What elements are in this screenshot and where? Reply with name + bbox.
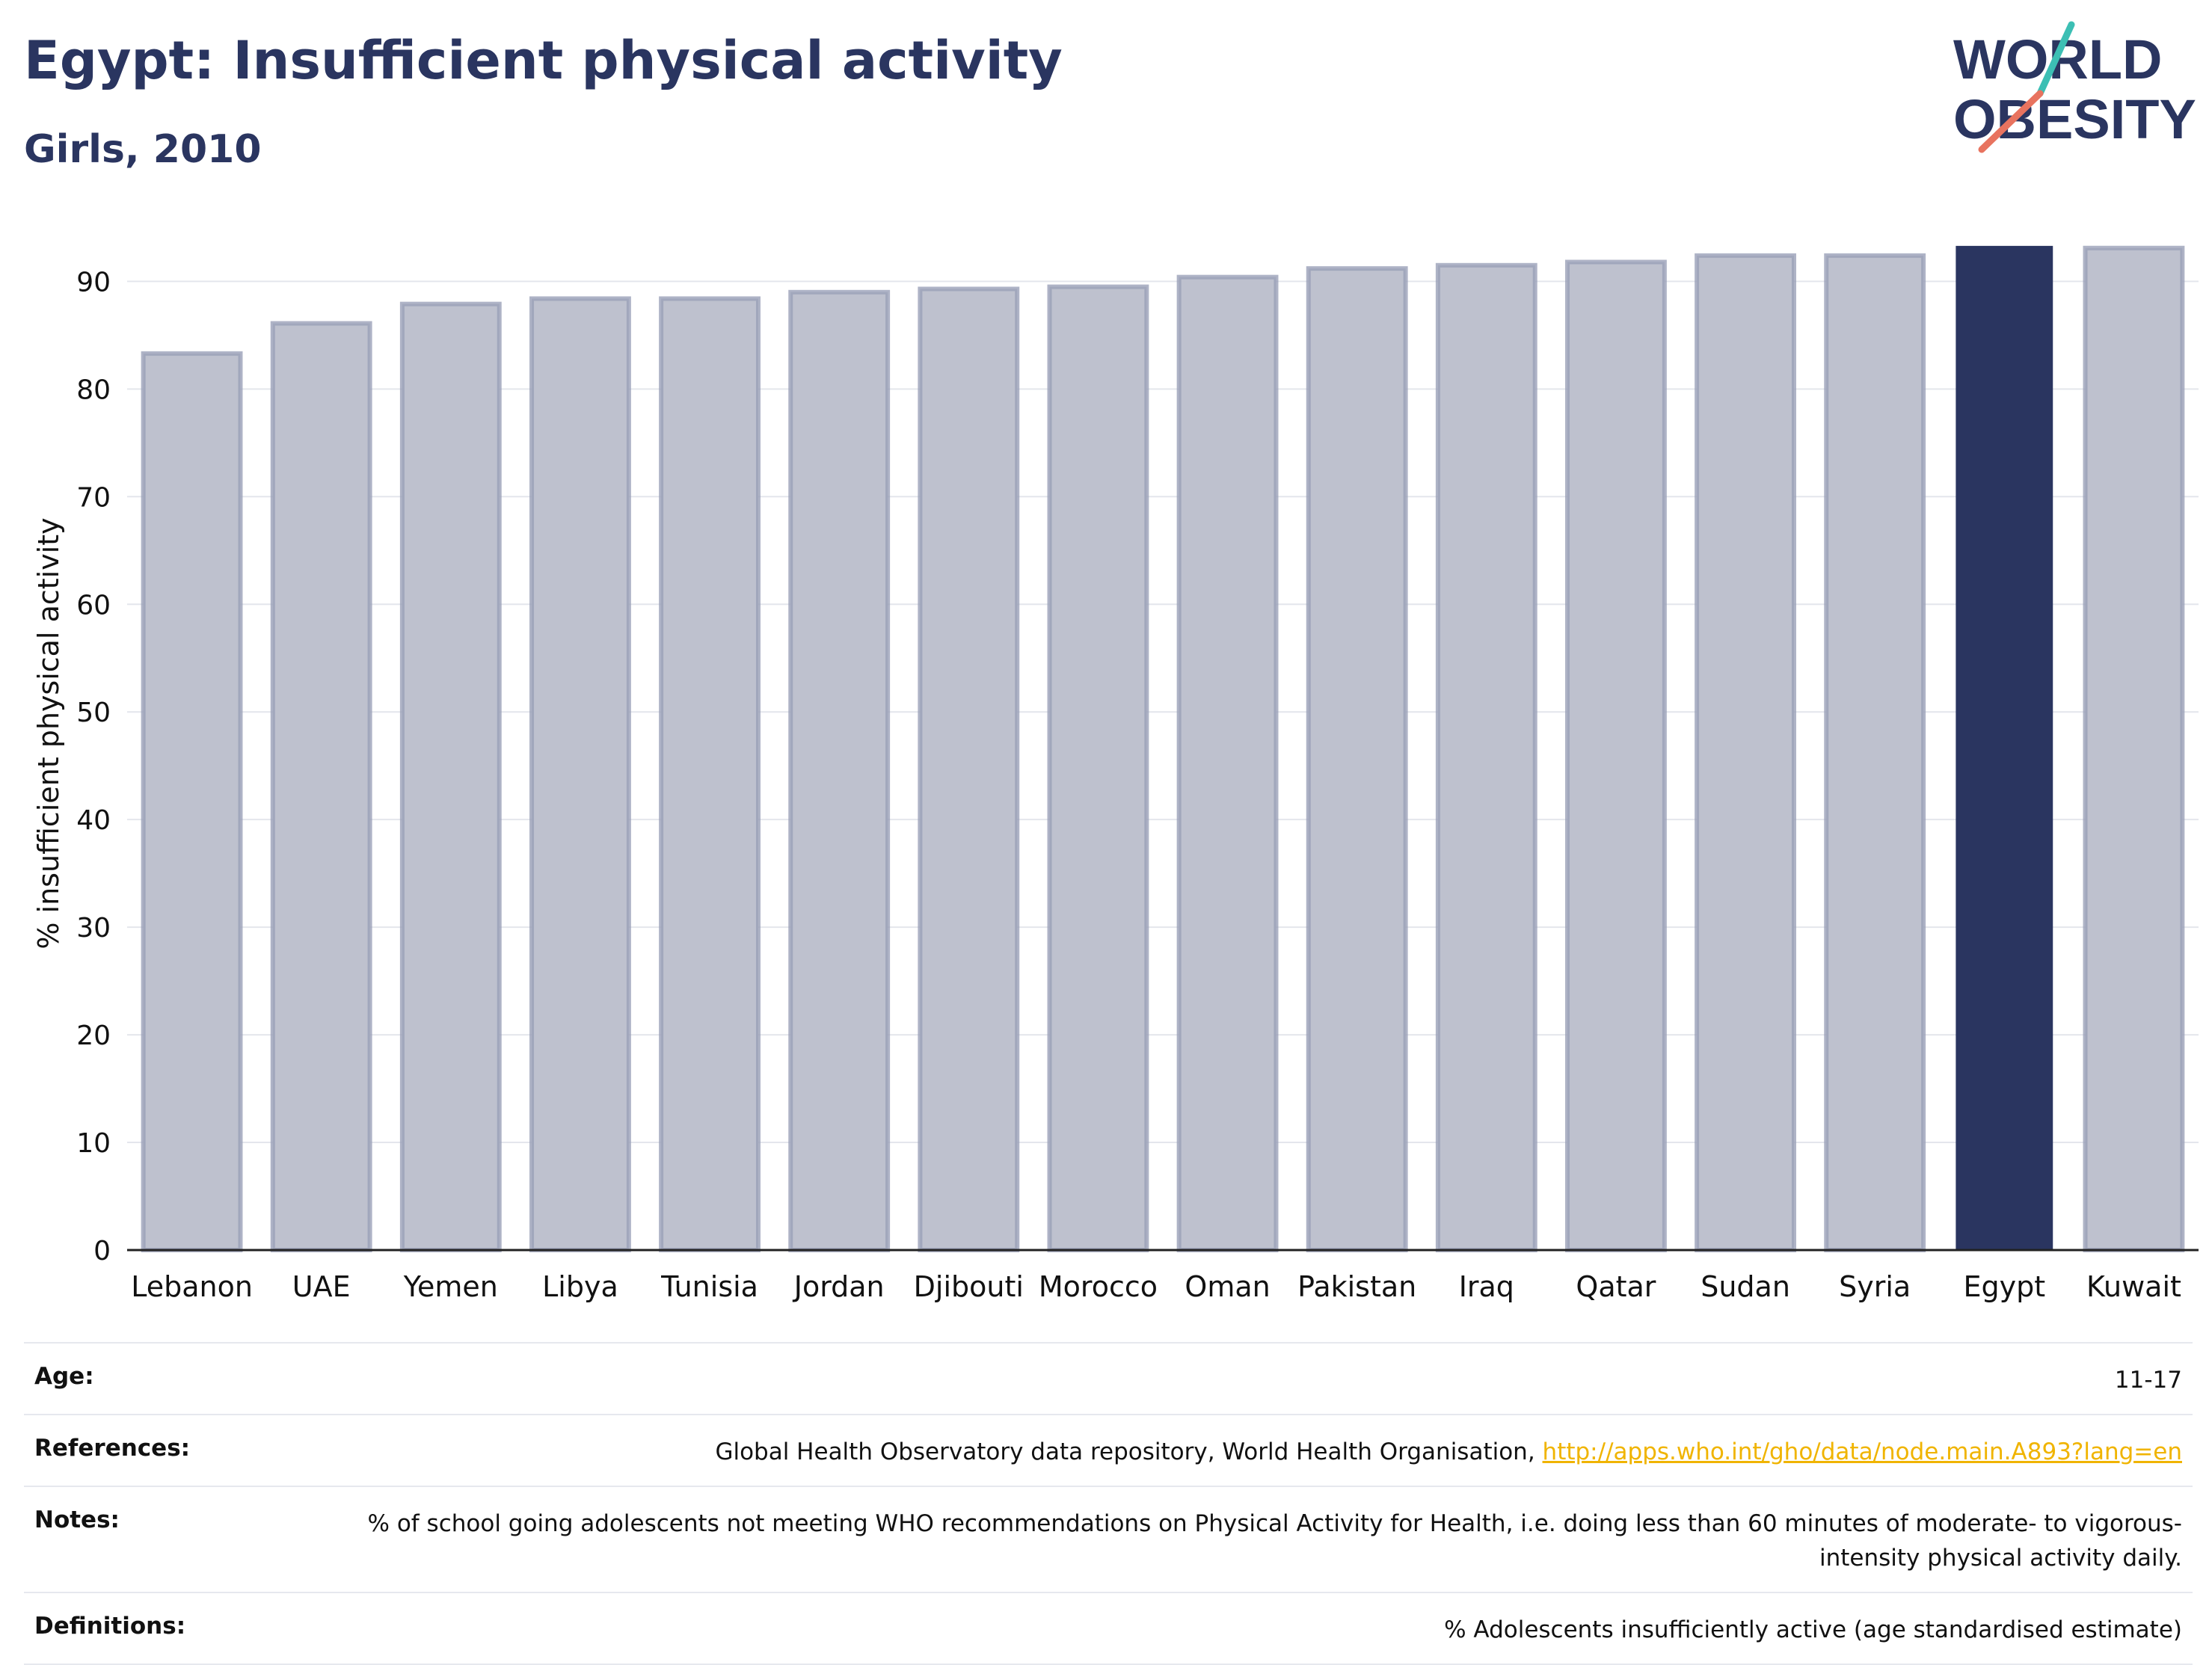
- info-value: % Adolescents insufficiently active (age…: [1444, 1616, 2182, 1643]
- info-row-references: References: Global Health Observatory da…: [24, 1414, 2193, 1486]
- x-tick-label: Sudan: [1701, 1270, 1790, 1303]
- bar-morocco: [1047, 284, 1149, 1253]
- world-obesity-logo: WORLD OBESITY: [1953, 21, 2196, 153]
- info-value: % of school going adolescents not meetin…: [367, 1510, 2182, 1572]
- info-label: Age:: [34, 1363, 94, 1390]
- info-value-references: Global Health Observatory data repositor…: [715, 1435, 2182, 1469]
- info-row-definitions: Definitions: % Adolescents insufficientl…: [24, 1592, 2193, 1665]
- bars: [141, 245, 2185, 1253]
- reference-text: Global Health Observatory data repositor…: [715, 1438, 1543, 1465]
- x-tick-label: Iraq: [1459, 1270, 1514, 1303]
- bar-libya: [529, 296, 631, 1252]
- info-table: Age: 11-17 References: Global Health Obs…: [24, 1342, 2193, 1665]
- x-tick-label: Syria: [1839, 1270, 1911, 1303]
- bar-pakistan: [1306, 266, 1408, 1253]
- y-tick-label: 60: [76, 590, 111, 621]
- x-tick-label: Tunisia: [660, 1270, 758, 1303]
- x-tick-label: Pakistan: [1297, 1270, 1416, 1303]
- bar-chart: 0 10 20 30 40 50 60 70 80 90 Lebanon UAE Yemen Libya T…: [32, 245, 2199, 1303]
- x-tick-label: Yemen: [403, 1270, 498, 1303]
- bar-syria: [1824, 253, 1926, 1253]
- x-tick-label: Oman: [1185, 1270, 1270, 1303]
- y-axis-label: % insufficient physical activity: [32, 517, 65, 949]
- bar-yemen: [399, 301, 502, 1253]
- x-tick-label: Djibouti: [914, 1270, 1024, 1303]
- info-row-age: Age: 11-17: [24, 1342, 2193, 1414]
- x-tick-label: Kuwait: [2086, 1270, 2181, 1303]
- bar-lebanon: [141, 351, 243, 1253]
- bar-djibouti: [918, 286, 1020, 1253]
- axes: 0 10 20 30 40 50 60 70 80 90 Lebanon UAE Yemen Libya T…: [76, 267, 2199, 1303]
- x-tick-label: Libya: [542, 1270, 618, 1303]
- info-label: Notes:: [34, 1506, 120, 1533]
- x-tick-label: Morocco: [1039, 1270, 1158, 1303]
- bar-kuwait: [2083, 245, 2185, 1252]
- y-tick-label: 10: [76, 1128, 111, 1159]
- bar-sudan: [1695, 253, 1796, 1253]
- x-tick-label: Egypt: [1963, 1270, 2045, 1303]
- x-tick-label: Jordan: [793, 1270, 885, 1303]
- y-tick-label: 0: [93, 1236, 111, 1267]
- bar-iraq: [1435, 262, 1537, 1252]
- bar-qatar: [1565, 259, 1667, 1252]
- reference-link[interactable]: http://apps.who.int/gho/data/node.main.A…: [1542, 1438, 2182, 1465]
- x-tick-label: UAE: [292, 1270, 351, 1303]
- info-label: References:: [34, 1435, 191, 1462]
- bar-egypt: [1956, 245, 2053, 1250]
- bar-tunisia: [659, 296, 761, 1252]
- x-tick-label: Qatar: [1576, 1270, 1656, 1303]
- y-tick-label: 70: [76, 482, 111, 513]
- info-row-notes: Notes: % of school going adolescents not…: [24, 1486, 2193, 1592]
- y-tick-label: 20: [76, 1021, 111, 1051]
- y-tick-label: 90: [76, 267, 111, 298]
- x-tick-label: Lebanon: [131, 1270, 253, 1303]
- bar-jordan: [788, 289, 891, 1252]
- info-value: 11-17: [2114, 1367, 2182, 1394]
- y-tick-label: 30: [76, 913, 111, 944]
- y-tick-label: 80: [76, 375, 111, 405]
- y-tick-label: 50: [76, 698, 111, 728]
- info-label: Definitions:: [34, 1613, 186, 1640]
- y-tick-label: 40: [76, 805, 111, 836]
- logo-slash-coral: [1978, 90, 2044, 153]
- bar-uae: [270, 321, 372, 1252]
- logo-slash-teal: [2036, 21, 2075, 97]
- chart-title: Egypt: Insufficient physical activity: [24, 30, 1063, 91]
- chart-subtitle: Girls, 2010: [24, 127, 262, 172]
- bar-oman: [1176, 274, 1279, 1252]
